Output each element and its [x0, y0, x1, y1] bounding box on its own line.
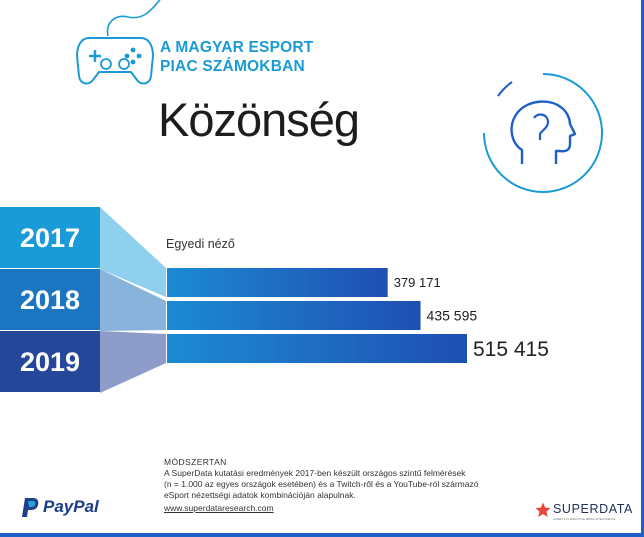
superdata-link[interactable]: www.superdataresearch.com: [164, 503, 274, 513]
methodology-line-3: eSport nézettségi adatok kombinációján a…: [164, 490, 356, 500]
frame-bottom-edge: [0, 533, 644, 537]
head-profile-icon: [483, 73, 603, 193]
page-heading: Közönség: [158, 93, 360, 146]
bar-2019: [167, 334, 467, 363]
bar-2017: [167, 268, 388, 297]
gamepad-icon: [75, 37, 155, 85]
value-label-2019: 515 415: [473, 338, 549, 361]
year-label-2018: 2018: [19, 285, 81, 315]
funnel-connector-2019: [100, 331, 166, 393]
title-line-1: A MAGYAR ESPORT: [160, 39, 314, 56]
controller-cable: [106, 0, 161, 37]
superdata-wordmark: SUPERDATA: [553, 502, 633, 516]
paypal-logo: [22, 498, 39, 517]
methodology-title: MÓDSZERTAN: [164, 457, 227, 467]
title-line-2: PIAC SZÁMOKBAN: [160, 58, 305, 75]
funnel-connector-2017: [100, 207, 166, 297]
methodology-line-2: (n = 1.000 az egyes országok esetében) é…: [164, 479, 479, 489]
bar-2018: [167, 301, 421, 330]
chart-metric-label: Egyedi néző: [166, 237, 235, 251]
funnel-connector-2018: [100, 269, 166, 331]
value-label-2018: 435 595: [427, 308, 478, 324]
year-block-2019: [0, 331, 100, 392]
year-block-2018: [0, 269, 100, 330]
superdata-star-logo: [535, 502, 551, 517]
year-block-2017: [0, 207, 100, 268]
year-label-2017: 2017: [19, 223, 81, 253]
paypal-wordmark: PayPal: [43, 497, 99, 516]
superdata-tagline: GAMES & INTERACTIVE MEDIA INTELLIGENCE: [553, 517, 616, 521]
frame-right-edge: [641, 0, 644, 537]
value-label-2017: 379 171: [394, 275, 441, 290]
methodology-line-1: A SuperData kutatási eredmények 2017-ben…: [164, 468, 466, 478]
year-label-2019: 2019: [19, 347, 81, 377]
